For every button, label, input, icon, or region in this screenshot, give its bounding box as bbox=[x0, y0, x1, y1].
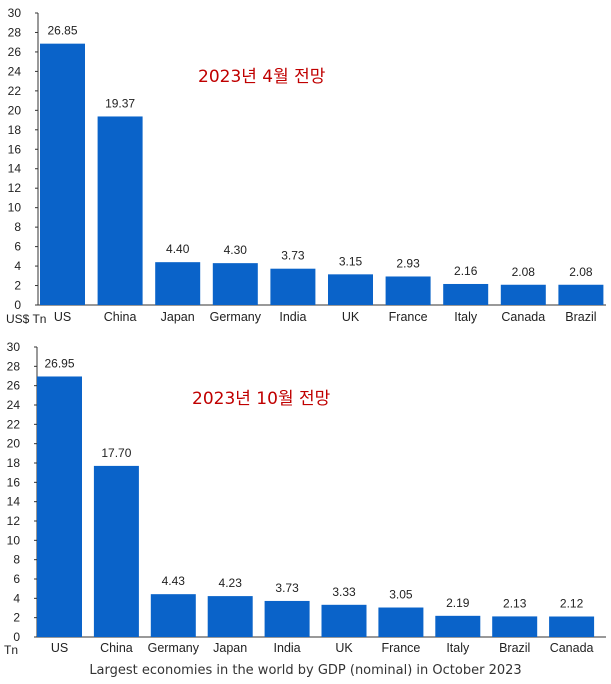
bar bbox=[212, 263, 258, 305]
figure-caption: Largest economies in the world by GDP (n… bbox=[89, 663, 522, 678]
bar bbox=[500, 284, 546, 305]
bar-value-label: 4.30 bbox=[224, 243, 248, 257]
category-label: India bbox=[279, 310, 306, 324]
y-tick-label: 8 bbox=[13, 553, 20, 567]
category-label: China bbox=[100, 641, 133, 655]
bar bbox=[328, 274, 373, 305]
y-tick-label: 12 bbox=[8, 181, 22, 195]
y-tick-label: 4 bbox=[13, 591, 20, 605]
y-tick-label: 24 bbox=[7, 398, 21, 412]
bar-value-label: 2.12 bbox=[560, 597, 584, 611]
bar bbox=[270, 268, 316, 305]
y-tick-label: 14 bbox=[7, 495, 21, 509]
bar bbox=[378, 607, 424, 637]
y-tick-label: 0 bbox=[14, 298, 21, 312]
y-tick-label: 22 bbox=[8, 84, 22, 98]
bar-value-label: 2.16 bbox=[454, 264, 478, 278]
bar-value-label: 4.43 bbox=[162, 574, 186, 588]
category-label: UK bbox=[342, 310, 360, 324]
bar-value-label: 3.05 bbox=[389, 588, 413, 602]
bar bbox=[40, 43, 85, 305]
category-label: Italy bbox=[446, 641, 470, 655]
y-tick-label: 14 bbox=[8, 162, 22, 176]
bar bbox=[549, 616, 595, 637]
bar-value-label: 19.37 bbox=[105, 96, 135, 110]
y-tick-label: 10 bbox=[8, 201, 22, 215]
y-tick-label: 12 bbox=[7, 514, 21, 528]
bar bbox=[97, 116, 143, 305]
y-tick-label: 30 bbox=[7, 340, 21, 354]
category-label: Germany bbox=[148, 641, 200, 655]
bar-value-label: 3.15 bbox=[339, 254, 363, 268]
y-tick-label: 20 bbox=[8, 103, 22, 117]
category-label: Japan bbox=[161, 310, 195, 324]
bar bbox=[264, 600, 310, 637]
bar bbox=[155, 262, 201, 305]
category-label: Brazil bbox=[565, 310, 596, 324]
category-label: Canada bbox=[501, 310, 545, 324]
bar-value-label: 3.33 bbox=[332, 585, 356, 599]
bar-value-label: 2.13 bbox=[503, 596, 527, 610]
y-tick-label: 10 bbox=[7, 533, 21, 547]
category-label: Germany bbox=[210, 310, 262, 324]
y-tick-label: 18 bbox=[7, 456, 21, 470]
y-tick-label: 30 bbox=[8, 6, 22, 20]
y-tick-label: 28 bbox=[7, 359, 21, 373]
category-label: Brazil bbox=[499, 641, 530, 655]
bar-value-label: 4.40 bbox=[166, 242, 190, 256]
y-tick-label: 6 bbox=[14, 240, 21, 254]
y-unit-label: US$ Tn bbox=[6, 312, 46, 326]
category-label: Japan bbox=[213, 641, 247, 655]
bar bbox=[435, 615, 481, 637]
y-tick-label: 28 bbox=[8, 25, 22, 39]
category-label: US bbox=[51, 641, 68, 655]
category-label: UK bbox=[335, 641, 353, 655]
bar bbox=[93, 465, 139, 637]
bar bbox=[321, 604, 367, 637]
bar bbox=[150, 594, 196, 637]
forecast-annotation: 2023년 10월 전망 bbox=[192, 389, 331, 409]
bar-value-label: 3.73 bbox=[275, 581, 299, 595]
y-tick-label: 16 bbox=[8, 142, 22, 156]
bar-value-label: 4.23 bbox=[219, 576, 243, 590]
category-label: Italy bbox=[454, 310, 478, 324]
forecast-annotation: 2023년 4월 전망 bbox=[198, 67, 326, 87]
bar bbox=[37, 376, 82, 637]
bar-value-label: 2.08 bbox=[512, 265, 536, 279]
category-label: Canada bbox=[550, 641, 594, 655]
category-label: US bbox=[54, 310, 71, 324]
bar-value-label: 26.95 bbox=[44, 356, 74, 370]
bar-value-label: 17.70 bbox=[101, 446, 131, 460]
bar bbox=[207, 596, 253, 637]
bar bbox=[492, 616, 538, 637]
bar-value-label: 2.19 bbox=[446, 596, 470, 610]
bar bbox=[385, 276, 431, 305]
category-label: France bbox=[389, 310, 428, 324]
y-tick-label: 8 bbox=[14, 220, 21, 234]
bar-value-label: 2.08 bbox=[569, 265, 593, 279]
y-tick-label: 22 bbox=[7, 417, 21, 431]
y-tick-label: 16 bbox=[7, 475, 21, 489]
bar bbox=[558, 284, 604, 305]
y-tick-label: 26 bbox=[8, 45, 22, 59]
category-label: China bbox=[104, 310, 137, 324]
bar-value-label: 26.85 bbox=[47, 24, 77, 38]
y-unit-label: Tn bbox=[4, 643, 18, 657]
y-tick-label: 24 bbox=[8, 64, 22, 78]
y-tick-label: 0 bbox=[13, 630, 20, 644]
bar-value-label: 2.93 bbox=[396, 256, 420, 270]
category-label: France bbox=[381, 641, 420, 655]
bar-value-label: 3.73 bbox=[281, 249, 305, 263]
y-tick-label: 2 bbox=[13, 611, 20, 625]
y-tick-label: 20 bbox=[7, 437, 21, 451]
y-tick-label: 2 bbox=[14, 279, 21, 293]
y-tick-label: 26 bbox=[7, 379, 21, 393]
y-tick-label: 6 bbox=[13, 572, 20, 586]
y-tick-label: 18 bbox=[8, 123, 22, 137]
bar bbox=[443, 283, 489, 305]
category-label: India bbox=[274, 641, 301, 655]
y-tick-label: 4 bbox=[14, 259, 21, 273]
